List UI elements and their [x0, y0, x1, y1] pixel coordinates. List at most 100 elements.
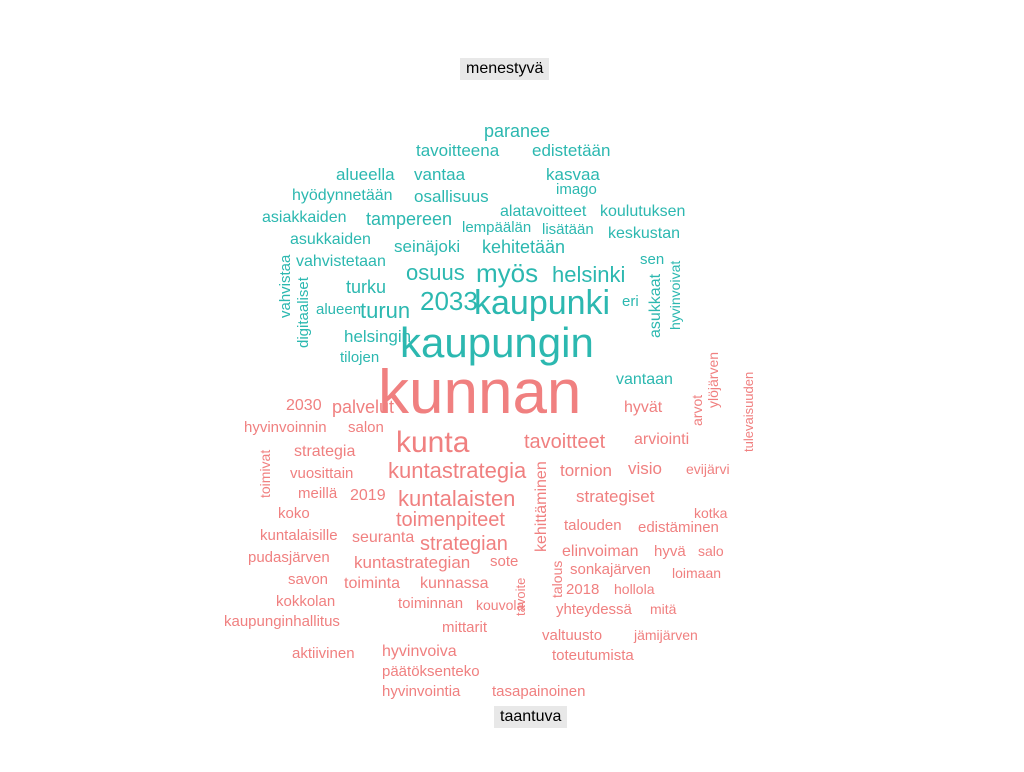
- word-imago: imago: [556, 182, 597, 197]
- word-meillä: meillä: [298, 486, 337, 501]
- word-strategiset: strategiset: [576, 488, 654, 505]
- word-kuntastrategia: kuntastrategia: [388, 460, 526, 482]
- word-päätöksenteko: päätöksenteko: [382, 664, 480, 679]
- word-myös: myös: [476, 260, 538, 286]
- word-tasapainoinen: tasapainoinen: [492, 684, 585, 699]
- word-alatavoitteet: alatavoitteet: [500, 204, 586, 220]
- word-edistäminen: edistäminen: [638, 520, 719, 535]
- word-jämijärven: jämijärven: [634, 628, 698, 642]
- word-kokkolan: kokkolan: [276, 594, 335, 609]
- word-toimivat: toimivat: [258, 450, 272, 498]
- word-hollola: hollola: [614, 582, 654, 596]
- word-tornion: tornion: [560, 462, 612, 479]
- word-digitaaliset: digitaaliset: [296, 277, 311, 348]
- word-evijärvi: evijärvi: [686, 462, 730, 476]
- word-turku: turku: [346, 278, 386, 296]
- word-seuranta: seuranta: [352, 530, 414, 546]
- word-loimaan: loimaan: [672, 566, 721, 580]
- word-asiakkaiden: asiakkaiden: [262, 210, 347, 226]
- word-toimenpiteet: toimenpiteet: [396, 510, 505, 530]
- word-kuntalaisten: kuntalaisten: [398, 488, 515, 510]
- word-toteutumista: toteutumista: [552, 648, 634, 663]
- word-kunta: kunta: [396, 428, 469, 458]
- word-2030: 2030: [286, 398, 322, 414]
- word-aktiivinen: aktiivinen: [292, 646, 355, 661]
- word-tilojen: tilojen: [340, 350, 379, 365]
- word-hyvinvointia: hyvinvointia: [382, 684, 460, 699]
- word-tavoite: tavoite: [514, 578, 527, 616]
- word-koko: koko: [278, 506, 310, 521]
- word-keskustan: keskustan: [608, 226, 680, 242]
- word-sonkajärven: sonkajärven: [570, 562, 651, 577]
- word-sen: sen: [640, 252, 664, 267]
- word-helsingin: helsingin: [344, 328, 411, 345]
- word-vantaa: vantaa: [414, 166, 465, 183]
- word-sote: sote: [490, 554, 518, 569]
- word-salon: salon: [348, 420, 384, 435]
- word-kuntastrategian: kuntastrategian: [354, 554, 470, 571]
- word-pudasjärven: pudasjärven: [248, 550, 330, 565]
- word-toiminnan: toiminnan: [398, 596, 463, 611]
- word-kehitetään: kehitetään: [482, 238, 565, 256]
- word-toiminta: toiminta: [344, 576, 400, 592]
- word-vuosittain: vuosittain: [290, 466, 353, 481]
- word-vahvistaa: vahvistaa: [278, 255, 293, 318]
- word-hyvinvoiva: hyvinvoiva: [382, 644, 457, 660]
- word-kotka: kotka: [694, 506, 727, 520]
- word-tampereen: tampereen: [366, 210, 452, 228]
- word-hyödynnetään: hyödynnetään: [292, 188, 393, 204]
- word-2033: 2033: [420, 288, 478, 314]
- word-lisätään: lisätään: [542, 222, 594, 237]
- word-kaupungin: kaupungin: [400, 322, 594, 364]
- word-turun: turun: [360, 300, 410, 322]
- word-arvot: arvot: [690, 395, 704, 426]
- word-talous: talous: [550, 561, 564, 598]
- word-2019: 2019: [350, 488, 386, 504]
- word-osallisuus: osallisuus: [414, 188, 489, 205]
- word-kaupunginhallitus: kaupunginhallitus: [224, 614, 340, 629]
- word-strategia: strategia: [294, 444, 355, 460]
- word-kunnassa: kunnassa: [420, 576, 489, 592]
- word-hyvinvoinnin: hyvinvoinnin: [244, 420, 327, 435]
- word-vantaan: vantaan: [616, 372, 673, 388]
- word-salo: salo: [698, 544, 724, 558]
- word-mitä: mitä: [650, 602, 676, 616]
- top-label: menestyvä: [460, 58, 549, 80]
- word-2018: 2018: [566, 582, 599, 597]
- word-kaupunki: kaupunki: [474, 286, 610, 320]
- word-alueen: alueen: [316, 302, 361, 317]
- word-helsinki: helsinki: [552, 264, 625, 286]
- wordcloud-canvas: menestyvä taantuva kunnankaupunginkaupun…: [0, 0, 1024, 772]
- word-strategian: strategian: [420, 534, 508, 554]
- word-alueella: alueella: [336, 166, 395, 183]
- word-tavoitteet: tavoitteet: [524, 432, 605, 452]
- word-ylöjärven: ylöjärven: [706, 352, 720, 408]
- word-kuntalaisille: kuntalaisille: [260, 528, 338, 543]
- word-mittarit: mittarit: [442, 620, 487, 635]
- word-kunnan: kunnan: [378, 362, 581, 424]
- word-tulevaisuuden: tulevaisuuden: [742, 372, 755, 452]
- word-elinvoiman: elinvoiman: [562, 544, 638, 560]
- word-osuus: osuus: [406, 262, 465, 284]
- word-hyvä: hyvä: [654, 544, 686, 559]
- word-arviointi: arviointi: [634, 432, 689, 448]
- word-kehittäminen: kehittäminen: [534, 461, 550, 552]
- word-koulutuksen: koulutuksen: [600, 204, 685, 220]
- word-savon: savon: [288, 572, 328, 587]
- word-seinäjoki: seinäjoki: [394, 238, 460, 255]
- word-talouden: talouden: [564, 518, 622, 533]
- word-eri: eri: [622, 294, 639, 309]
- word-tavoitteena: tavoitteena: [416, 142, 499, 159]
- word-lempäälän: lempäälän: [462, 220, 531, 235]
- word-valtuusto: valtuusto: [542, 628, 602, 643]
- word-palvelut: palvelut: [332, 398, 394, 416]
- word-asukkaat: asukkaat: [648, 274, 664, 338]
- bottom-label: taantuva: [494, 706, 567, 728]
- word-asukkaiden: asukkaiden: [290, 232, 371, 248]
- word-visio: visio: [628, 460, 662, 477]
- word-hyvinvoivat: hyvinvoivat: [668, 261, 682, 330]
- word-yhteydessä: yhteydessä: [556, 602, 632, 617]
- word-edistetään: edistetään: [532, 142, 610, 159]
- word-hyvät: hyvät: [624, 400, 662, 416]
- word-paranee: paranee: [484, 122, 550, 140]
